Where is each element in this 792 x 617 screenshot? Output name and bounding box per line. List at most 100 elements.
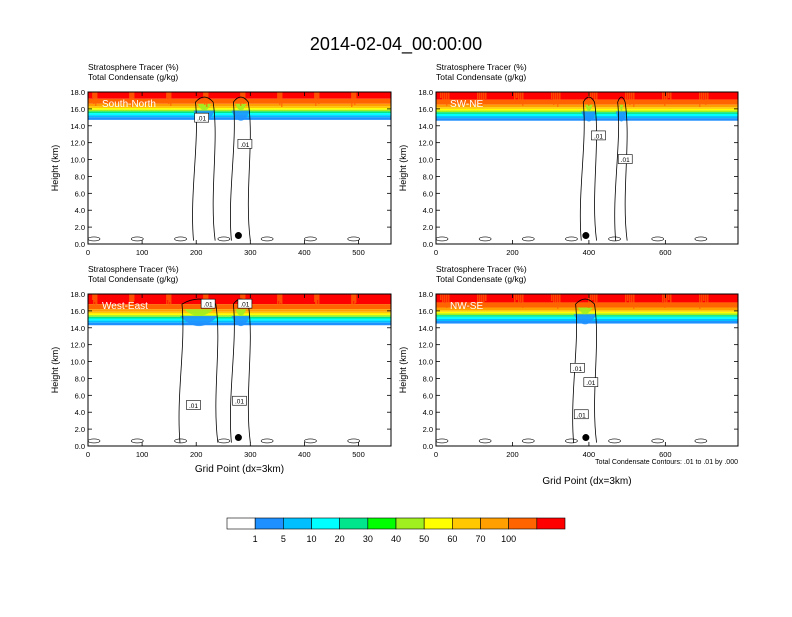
tracer-streak (627, 294, 629, 301)
tracer-streak (280, 92, 282, 101)
tracer-dip-0 (573, 314, 597, 325)
contour-label: .01 (586, 380, 595, 387)
colorbar-cell (536, 517, 566, 530)
location-marker (582, 232, 590, 240)
tracer-streak (314, 92, 316, 100)
panel-title-tracer: Stratosphere Tracer (%) (88, 264, 179, 274)
tracer-streak (551, 92, 553, 99)
surface-contour (608, 236, 621, 242)
x-tick-label: 0 (86, 450, 90, 459)
tracer-dip-1 (231, 110, 251, 121)
contour-label-box (591, 130, 606, 141)
tracer-band-5 (436, 110, 738, 113)
tracer-intrusion-0 (577, 307, 593, 315)
tracer-streak (132, 294, 134, 305)
tracer-streak (354, 294, 356, 307)
tracer-streak (316, 92, 318, 102)
tracer-streak (442, 92, 444, 104)
colorbar-cell (480, 517, 509, 530)
contour-label-box (200, 298, 216, 309)
panel-name: NW-SE (450, 301, 483, 312)
tracer-streak (281, 294, 283, 309)
contour-label: .01 (204, 302, 213, 309)
tracer-streak (168, 92, 170, 104)
tracer-streak (448, 92, 450, 102)
surface-contour (217, 438, 231, 444)
tracer-streak (130, 92, 132, 101)
tracer-streak (242, 294, 244, 300)
y-tick-label: 0.0 (75, 240, 85, 249)
tracer-streak (351, 294, 353, 309)
surface-contour (565, 236, 578, 242)
y-tick-label: 4.0 (75, 408, 85, 417)
tracer-streak (629, 294, 631, 307)
tracer-intrusion-0 (197, 103, 212, 111)
y-tick-label: 0.0 (75, 442, 85, 451)
tracer-band-1 (436, 99, 738, 105)
x-tick-label: 400 (298, 450, 311, 459)
y-tick-label: 4.0 (423, 408, 433, 417)
y-tick-label: 4.0 (75, 206, 85, 215)
tracer-streak (522, 294, 524, 308)
tracer-streak (596, 92, 598, 100)
y-tick-label: 10.0 (70, 156, 85, 165)
tracer-streak (625, 92, 627, 103)
tracer-streak (204, 92, 206, 105)
tracer-streak (592, 92, 594, 98)
tracer-streak (95, 92, 97, 106)
colorbar-label: 30 (363, 534, 373, 544)
x-tick-label: 600 (659, 248, 672, 257)
tracer-band-4 (436, 108, 738, 111)
tracer-streak (92, 294, 94, 300)
tracer-streak (516, 92, 518, 98)
tracer-streak (92, 92, 94, 98)
tracer-streak (588, 92, 590, 106)
y-tick-label: 18.0 (70, 290, 85, 299)
colorbar-label: 50 (419, 534, 429, 544)
tracer-band-1 (88, 98, 391, 104)
tracer-streak (666, 294, 668, 304)
tracer-intrusion-1 (235, 103, 247, 111)
tracer-streak (93, 294, 95, 306)
tracer-streak (631, 294, 633, 303)
colorbar-label: 100 (501, 534, 516, 544)
tracer-streak (703, 294, 705, 301)
tracer-streak (668, 92, 670, 98)
tracer-streak (315, 92, 317, 106)
panel-west-east: Stratosphere Tracer (%)Total Condensate … (50, 264, 392, 475)
tracer-intrusion-1 (235, 309, 247, 316)
tracer-streak (664, 92, 666, 106)
tracer-streak (317, 294, 319, 300)
y-tick-label: 18.0 (418, 88, 433, 97)
panels: Stratosphere Tracer (%) Total Condensate … (50, 62, 739, 487)
contour-label-box (617, 154, 633, 164)
y-tick-label: 14.0 (418, 122, 433, 131)
colorbar-label: 20 (335, 534, 345, 544)
tracer-streak (133, 294, 135, 301)
tracer-streak (590, 92, 592, 102)
y-tick-label: 2.0 (423, 223, 433, 232)
x-tick-label: 0 (434, 248, 438, 257)
tracer-streak (707, 92, 709, 101)
tracer-streak (318, 294, 320, 306)
tracer-streak (130, 294, 132, 303)
y-tick-label: 6.0 (423, 189, 433, 198)
x-tick-label: 0 (86, 248, 90, 257)
x-tick-label: 400 (583, 450, 596, 459)
y-tick-label: 6.0 (75, 189, 85, 198)
surface-contour (174, 438, 187, 444)
tracer-streak (440, 92, 442, 98)
panel-south-north: Stratosphere Tracer (%)Total Condensate … (50, 62, 392, 257)
condensate-contour-0 (579, 96, 597, 241)
tracer-streak (520, 294, 522, 302)
tracer-streak (131, 92, 133, 107)
y-tick-label: 6.0 (75, 391, 85, 400)
panel-title-condensate: Total Condensate (g/kg) (436, 274, 526, 284)
location-marker (234, 232, 242, 240)
contour-label-box (194, 112, 209, 123)
tracer-streak (351, 92, 353, 107)
y-tick-label: 16.0 (418, 307, 433, 316)
tracer-streak (354, 92, 356, 105)
contour-label: .01 (189, 403, 198, 410)
panel-name: South-North (102, 99, 156, 110)
